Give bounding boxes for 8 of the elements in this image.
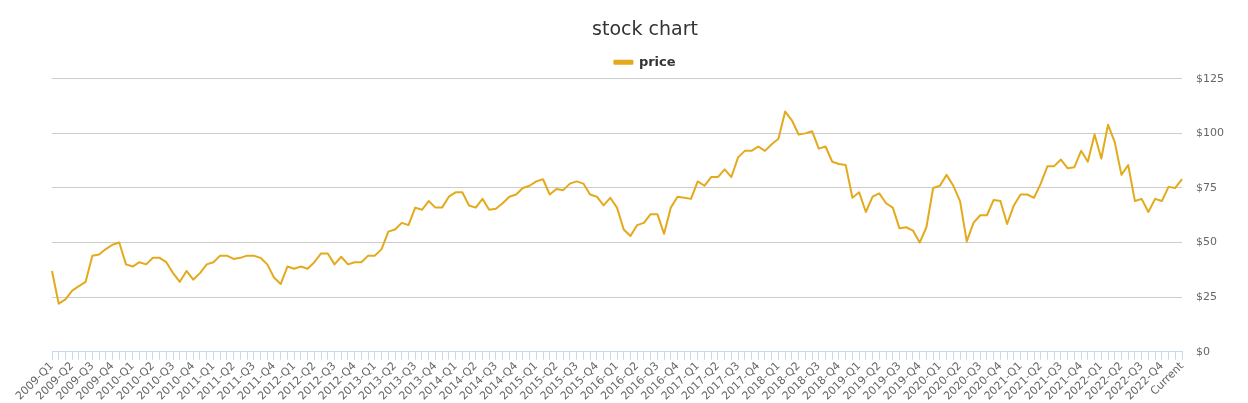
y-tick-label: $125 (1196, 71, 1225, 85)
y-tick-label: $50 (1196, 235, 1218, 249)
y-tick-label: $75 (1196, 180, 1218, 194)
y-tick-label: $0 (1196, 344, 1211, 358)
y-tick-label: $100 (1196, 126, 1225, 140)
chart-title: stock chart (592, 17, 698, 40)
legend-label: price (638, 53, 676, 69)
y-tick-label: $25 (1196, 289, 1218, 303)
